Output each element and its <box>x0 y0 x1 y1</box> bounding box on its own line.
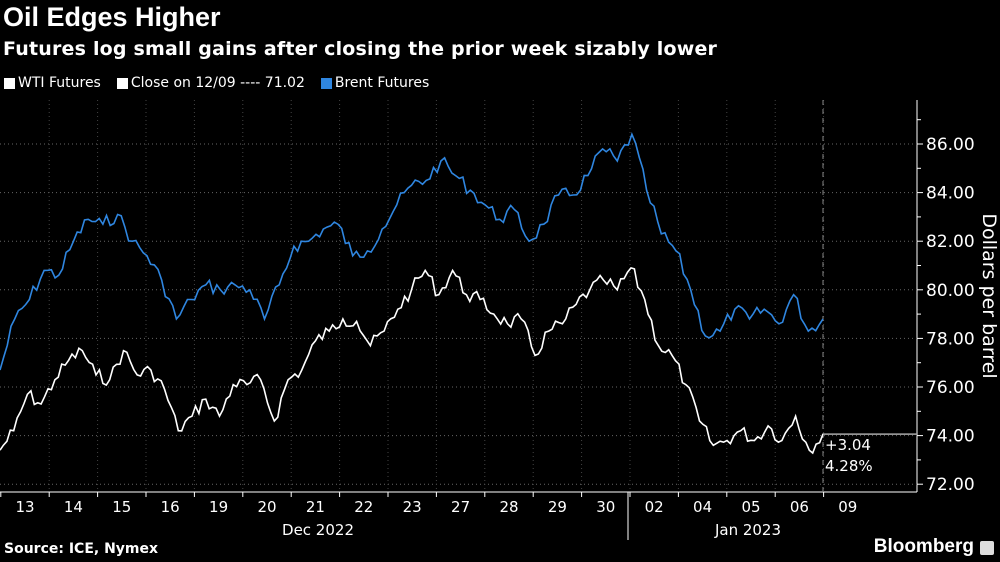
x-tick-label: 19 <box>209 498 228 516</box>
legend-label: WTI Futures <box>18 75 101 91</box>
y-tick-label: 86.00 <box>926 135 975 155</box>
legend-item-wti: WTI Futures <box>4 75 101 91</box>
x-tick-label: 22 <box>354 498 373 516</box>
x-tick-label: 09 <box>838 498 857 516</box>
chart-subtitle: Futures log small gains after closing th… <box>3 38 718 60</box>
x-tick-label: 20 <box>257 498 276 516</box>
legend-label: Close on 12/09 ---- 71.02 <box>130 75 305 91</box>
x-tick-label: 05 <box>741 498 760 516</box>
y-axis-title: Dollars per barrel <box>978 213 1000 378</box>
y-tick-label: 84.00 <box>926 184 975 204</box>
y-tick-label: 74.00 <box>926 427 975 447</box>
x-tick-label: 16 <box>161 498 180 516</box>
y-tick-label: 82.00 <box>926 232 975 252</box>
series-line-wti-futures <box>0 266 824 455</box>
x-tick-label: 04 <box>693 498 712 516</box>
x-tick-label: 02 <box>645 498 664 516</box>
legend-item-brent: Brent Futures <box>320 75 430 91</box>
x-tick-label: 13 <box>15 498 34 516</box>
legend-item-close: Close on 12/09 ---- 71.02 <box>116 75 305 91</box>
percent-change-annotation: 4.28% <box>825 457 873 475</box>
chart-title: Oil Edges Higher <box>3 2 221 32</box>
legend: WTI Futures Close on 12/09 ---- 71.02 Br… <box>4 75 429 91</box>
bloomberg-logo: Bloomberg <box>873 536 974 557</box>
legend-swatch <box>4 77 15 89</box>
x-tick-label: 29 <box>548 498 567 516</box>
x-tick-label: 21 <box>306 498 325 516</box>
source-note: Source: ICE, Nymex <box>4 541 159 557</box>
x-tick-label: 30 <box>596 498 615 516</box>
y-tick-label: 72.00 <box>926 475 975 495</box>
x-tick-label: 23 <box>403 498 422 516</box>
y-tick-label: 76.00 <box>926 378 975 398</box>
x-tick-label: 27 <box>451 498 470 516</box>
y-tick-label: 78.00 <box>926 329 975 349</box>
x-tick-label: 15 <box>112 498 131 516</box>
x-group-label: Dec 2022 <box>282 521 354 539</box>
x-group-label: Jan 2023 <box>714 521 781 539</box>
legend-label: Brent Futures <box>334 75 430 91</box>
x-tick-label: 14 <box>64 498 83 516</box>
y-tick-label: 80.00 <box>926 281 975 301</box>
x-tick-label: 28 <box>499 498 518 516</box>
legend-swatch <box>116 77 128 89</box>
x-tick-label: 06 <box>790 498 809 516</box>
series-line-brent-futures <box>0 132 824 371</box>
legend-swatch <box>320 77 332 89</box>
change-annotation: +3.04 <box>825 436 871 454</box>
bloomberg-chart-icon <box>980 541 994 555</box>
